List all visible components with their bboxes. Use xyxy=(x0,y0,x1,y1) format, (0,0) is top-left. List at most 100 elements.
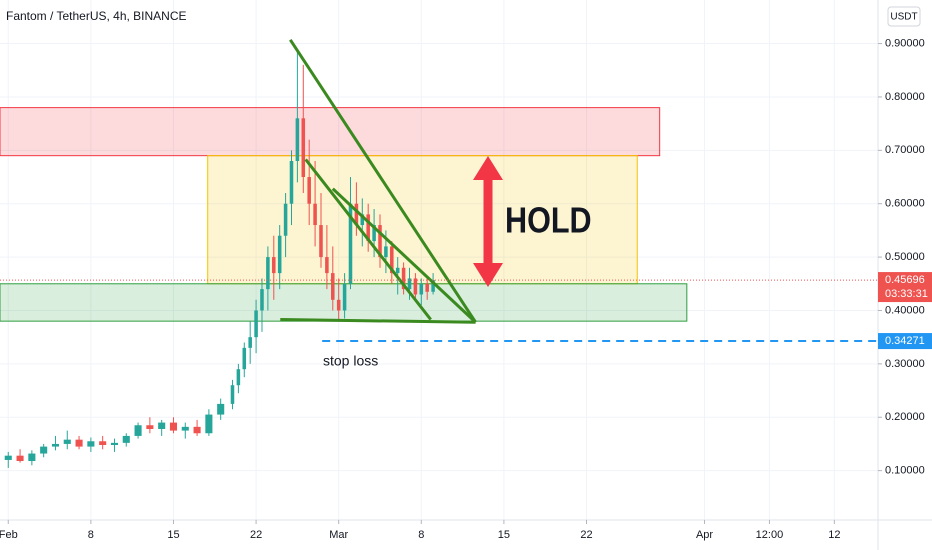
countdown-label: 03:33:31 xyxy=(885,288,928,300)
candle-body xyxy=(236,369,241,386)
y-tick-label: 0.60000 xyxy=(885,198,925,210)
candle-body xyxy=(348,203,353,284)
candle-body xyxy=(254,310,258,338)
y-tick-label: 0.50000 xyxy=(885,251,925,263)
candle-body xyxy=(122,435,130,443)
candle-body xyxy=(63,439,71,444)
hold-arrow-head-down xyxy=(473,263,503,287)
candle-body xyxy=(248,337,252,348)
candle-body xyxy=(193,426,201,434)
candle-body xyxy=(289,161,294,204)
candle-body xyxy=(431,280,435,292)
x-tick-label: Apr xyxy=(696,529,713,541)
candle-body xyxy=(407,278,412,290)
candle-body xyxy=(336,299,341,311)
candle-body xyxy=(360,214,365,226)
stop-loss-box xyxy=(878,333,932,350)
trendline xyxy=(304,158,432,321)
x-tick-label: 15 xyxy=(167,529,179,541)
y-tick-label: 0.70000 xyxy=(885,144,925,156)
candle-body xyxy=(378,225,382,258)
candle-body xyxy=(354,203,359,226)
y-tick-label: 0.90000 xyxy=(885,37,925,49)
candle-body xyxy=(325,257,329,274)
candle-body xyxy=(40,446,48,454)
trendline xyxy=(331,187,477,324)
x-tick-label: 8 xyxy=(88,529,94,541)
candle-body xyxy=(230,385,235,404)
x-tick-label: 12 xyxy=(828,529,840,541)
candle-body xyxy=(217,403,225,415)
candle-body xyxy=(390,246,394,274)
candle-body xyxy=(372,225,376,242)
candle-body xyxy=(181,426,189,431)
candle-body xyxy=(205,414,213,434)
candle-body xyxy=(313,203,317,226)
x-tick-label: 22 xyxy=(580,529,592,541)
candle-body xyxy=(384,246,388,258)
candle-body xyxy=(272,257,276,274)
y-tick-label: 0.80000 xyxy=(885,91,925,103)
candle-body xyxy=(331,273,335,300)
candle-body xyxy=(419,283,424,295)
stop-loss-price-label: 0.34271 xyxy=(885,335,925,347)
hold-arrow-head-up xyxy=(473,156,503,180)
candle-body xyxy=(169,422,178,431)
candle-body xyxy=(301,118,306,178)
candle-body xyxy=(395,267,400,274)
candle-body xyxy=(87,441,95,447)
candle-body xyxy=(4,455,12,460)
stop-loss-label: stop loss xyxy=(323,353,378,369)
trendline xyxy=(280,318,476,324)
x-tick-label: 12:00 xyxy=(756,529,784,541)
currency-label: USDT xyxy=(890,12,917,23)
overlay: HOLD stop loss xyxy=(323,156,592,369)
candle-body xyxy=(413,278,418,295)
candle-body xyxy=(75,439,83,447)
axes: 0.10000 0.20000 0.30000 0.40000 0.50000 0.600… xyxy=(0,37,932,541)
candle-body xyxy=(99,441,107,445)
last-price-label: 0.45696 xyxy=(885,274,925,286)
candle-body xyxy=(401,267,406,290)
candle-body xyxy=(425,283,429,292)
candle-body xyxy=(342,283,347,311)
last-price-box xyxy=(878,272,932,303)
candle-body xyxy=(110,442,119,445)
candle-body xyxy=(16,455,24,462)
trendline xyxy=(289,39,477,324)
x-tick-label: Mar xyxy=(329,529,348,541)
candle-body xyxy=(277,235,282,274)
candle-body xyxy=(307,177,311,204)
candle-body xyxy=(260,289,264,311)
candle-body xyxy=(146,425,154,429)
candle-body xyxy=(158,422,166,429)
x-tick-label: 15 xyxy=(498,529,510,541)
grid xyxy=(0,0,878,520)
zones xyxy=(0,107,688,322)
candle-body xyxy=(242,347,247,370)
y-tick-label: 0.10000 xyxy=(885,465,925,477)
x-tick-label: 8 xyxy=(418,529,424,541)
candle-body xyxy=(28,453,36,462)
hold-label: HOLD xyxy=(505,201,592,241)
chart-title: Fantom / TetherUS, 4h, BINANCE xyxy=(6,9,187,23)
y-tick-label: 0.40000 xyxy=(885,304,925,316)
candle-body xyxy=(366,214,370,242)
candle-body xyxy=(283,203,288,236)
candle-body xyxy=(266,257,270,290)
candle-body xyxy=(319,225,323,258)
candle-body xyxy=(134,425,142,436)
x-tick-label: 22 xyxy=(250,529,262,541)
trendlines xyxy=(0,39,878,343)
currency-box[interactable] xyxy=(887,6,921,27)
candle-body xyxy=(51,443,60,447)
y-tick-label: 0.20000 xyxy=(885,411,925,423)
x-tick-label: Feb xyxy=(0,529,18,541)
y-tick-label: 0.30000 xyxy=(885,358,925,370)
zone xyxy=(0,107,661,157)
candles xyxy=(4,48,435,468)
candle-body xyxy=(295,118,300,162)
zone xyxy=(207,155,638,285)
